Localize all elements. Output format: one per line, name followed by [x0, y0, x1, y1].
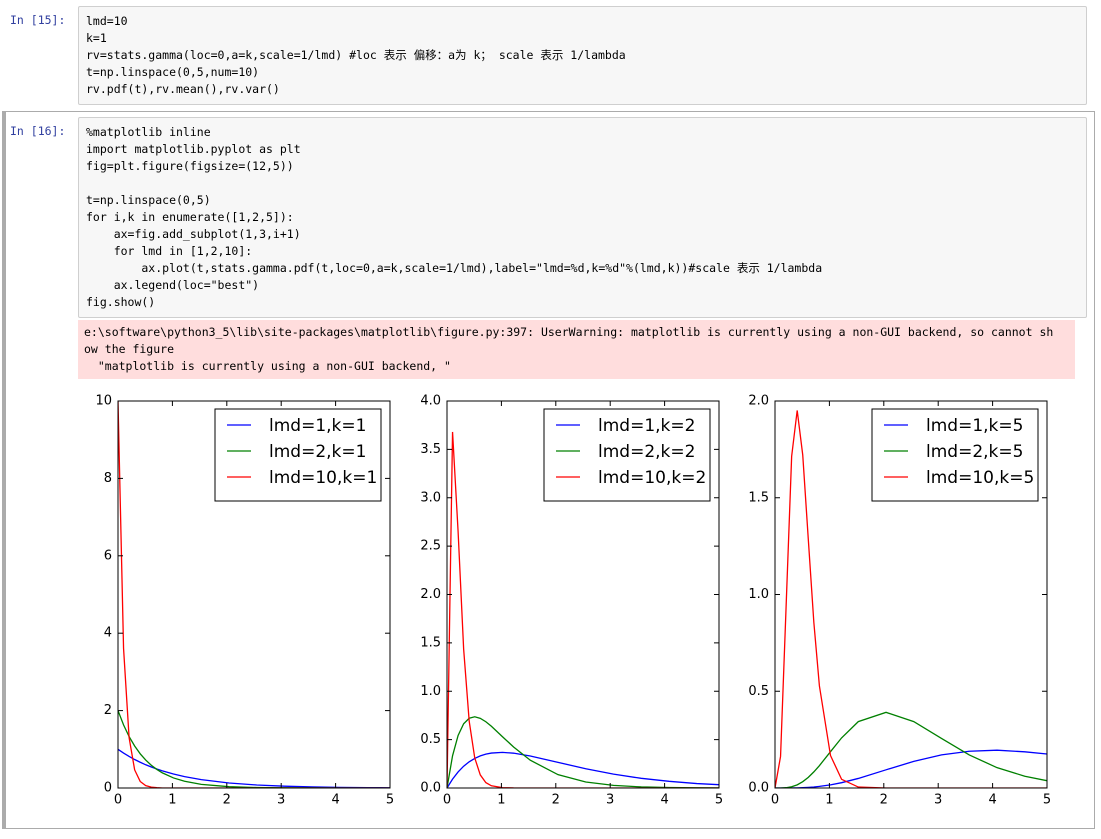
y-tick-label: 3.5: [420, 442, 441, 457]
legend-label: lmd=2,k=1: [269, 442, 366, 462]
code-line: ax.legend(loc="best"): [86, 278, 260, 292]
x-tick-label: 2: [880, 793, 888, 808]
output-line: e:\software\python3_5\lib\site-packages\…: [84, 325, 1054, 339]
legend-label: lmd=2,k=5: [926, 442, 1023, 462]
code-line: fig=plt.figure(figsize=(12,5)): [86, 159, 294, 173]
y-tick-label: 4: [104, 626, 112, 641]
series-line: [118, 748, 390, 788]
x-tick-label: 4: [331, 793, 339, 808]
selected-cell[interactable]: [2, 111, 1095, 829]
y-tick-label: 0.0: [748, 781, 769, 796]
stderr-output: e:\software\python3_5\lib\site-packages\…: [78, 320, 1075, 379]
code-line: for lmd in [1,2,10]:: [86, 244, 253, 258]
code-line: ax=fig.add_subplot(1,3,i+1): [86, 227, 301, 241]
series-line: [447, 751, 719, 788]
code-line: lmd=10: [86, 14, 128, 28]
legend-label: lmd=10,k=5: [926, 468, 1034, 488]
y-tick-label: 0.5: [748, 684, 769, 699]
x-tick-label: 3: [606, 793, 614, 808]
x-tick-label: 5: [386, 793, 394, 808]
legend-box: [214, 408, 382, 502]
legend: lmd=1,k=1 lmd=2,k=1 lmd=10,k=1: [214, 408, 382, 502]
y-tick-label: 3.0: [420, 490, 441, 505]
series-line: [775, 410, 1047, 788]
y-tick-label: 2.0: [748, 394, 769, 409]
code-line: %matplotlib inline: [86, 125, 211, 139]
code-cell[interactable]: %matplotlib inline import matplotlib.pypl…: [78, 117, 1087, 318]
code-line: rv=stats.gamma(loc=0,a=k,scale=1/lmd) #l…: [86, 48, 626, 62]
legend-label: lmd=1,k=5: [926, 416, 1023, 436]
output-line: ow the figure: [84, 342, 175, 356]
legend-box: [543, 408, 711, 502]
y-tick-label: 0: [104, 781, 112, 796]
code-line: fig.show(): [86, 295, 156, 309]
code-line: ax.plot(t,stats.gamma.pdf(t,loc=0,a=k,sc…: [86, 261, 823, 275]
y-tick-label: 8: [104, 471, 112, 486]
axes: 0 1 2 3 4 50.00.51.01.52.0lmd=1,k=5lmd=2,k=5l…: [748, 394, 1051, 808]
y-tick-label: 2.5: [420, 539, 441, 554]
x-tick-label: 5: [1043, 793, 1051, 808]
code-line: t=np.linspace(0,5): [86, 193, 211, 207]
code-line: t=np.linspace(0,5,num=10): [86, 65, 260, 79]
series-line: [118, 401, 390, 788]
y-tick-label: 0.0: [420, 781, 441, 796]
x-tick-label: 4: [988, 793, 996, 808]
x-tick-label: 1: [168, 793, 176, 808]
axes-frame: [117, 400, 391, 789]
x-tick-label: 3: [934, 793, 942, 808]
legend-label: lmd=1,k=2: [598, 416, 695, 436]
x-tick-label: 0: [443, 793, 451, 808]
y-tick-label: 0.5: [420, 732, 441, 747]
legend: lmd=1,k=5 lmd=2,k=5 lmd=10,k=5: [871, 408, 1039, 502]
y-tick-label: 10: [95, 394, 112, 409]
x-tick-label: 5: [715, 793, 723, 808]
code-line: for i,k in enumerate([1,2,5]):: [86, 210, 294, 224]
prompt: In [16]:: [10, 124, 66, 138]
x-tick-label: 2: [552, 793, 560, 808]
axes: 0 1 2 3 4 5 0 2 4 6 8 10 lmd=1,k=1 lmd=2,k=1 lmd=10,k=…: [95, 394, 394, 808]
legend-label: lmd=10,k=1: [269, 468, 377, 488]
x-tick-label: 0: [771, 793, 779, 808]
prompt: In [15]:: [10, 13, 66, 27]
y-tick-label: 1.0: [420, 684, 441, 699]
legend-box: [871, 408, 1039, 502]
x-tick-label: 3: [277, 793, 285, 808]
axes: 0 1 2 3 4 5 0.0 0.5 1.0 1.5 2.0 2.5 3.0 3.5 4.0 lmd=1,k…: [420, 394, 723, 808]
x-tick-label: 2: [223, 793, 231, 808]
legend: lmd=1,k=2 lmd=2,k=2 lmd=10,k=2: [543, 408, 711, 502]
code-line: k=1: [86, 31, 107, 45]
y-tick-label: 2.0: [420, 587, 441, 602]
series-line: [447, 716, 719, 788]
legend-label: lmd=10,k=2: [598, 468, 706, 488]
x-tick-label: 1: [497, 793, 505, 808]
x-tick-label: 1: [825, 793, 833, 808]
code-line: import matplotlib.pyplot as plt: [86, 142, 301, 156]
code-line: rv.pdf(t),rv.mean(),rv.var(): [86, 82, 280, 96]
y-tick-label: 4.0: [420, 394, 441, 409]
y-tick-label: 6: [104, 548, 112, 563]
x-tick-label: 0: [114, 793, 122, 808]
y-tick-label: 1.0: [748, 587, 769, 602]
y-tick-label: 2: [104, 703, 112, 718]
y-tick-label: 1.5: [420, 635, 441, 650]
x-tick-label: 4: [660, 793, 668, 808]
legend-label: lmd=1,k=1: [269, 416, 366, 436]
y-tick-label: 1.5: [748, 490, 769, 505]
code-cell[interactable]: lmd=10 k=1 rv=stats.gamma(loc=0,a=k,scale=…: [78, 6, 1087, 105]
output-line: "matplotlib is currently using a non-GUI…: [84, 359, 451, 373]
legend-label: lmd=2,k=2: [598, 442, 695, 462]
